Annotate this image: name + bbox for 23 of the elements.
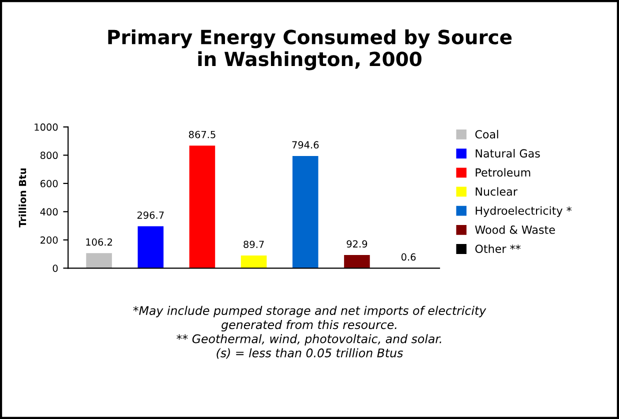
data-label: 867.5 [188, 130, 216, 138]
data-label: 92.9 [346, 240, 368, 248]
y-tick-label: 200 [40, 236, 58, 244]
legend-label: Natural Gas [476, 148, 540, 158]
legend-label: Hydroelectricity * [476, 206, 572, 217]
text: *May include pumped storage and net imports of electricity generated from this resource. ** Geothermal, wind, photovoltaic, and solar. (s) = less than 0.05 trillion Btus [133, 306, 486, 359]
legend-label: Wood & Waste [475, 225, 555, 234]
y-axis-title: Trillion Btu [18, 168, 26, 228]
legend-label: Coal [475, 130, 498, 138]
y-tick-label: 800 [40, 152, 58, 160]
data-label: 296.7 [137, 211, 164, 219]
data-label: 106.2 [86, 238, 112, 246]
y-tick-label: 600 [40, 180, 58, 188]
legend-label: Petroleum [476, 168, 530, 177]
chart-title: Primary Energy Consumed by Source in Washington, 2000 [108, 29, 512, 70]
y-tick-label: 400 [40, 208, 58, 216]
data-label: 89.7 [244, 240, 264, 248]
data-label: 0.6 [401, 253, 416, 261]
legend-label: Nuclear [476, 187, 518, 196]
legend-label: Other ** [475, 244, 521, 254]
y-tick-label: 0 [52, 264, 58, 272]
y-tick-label: 1000 [34, 123, 58, 131]
data-label: 794.6 [292, 141, 319, 149]
